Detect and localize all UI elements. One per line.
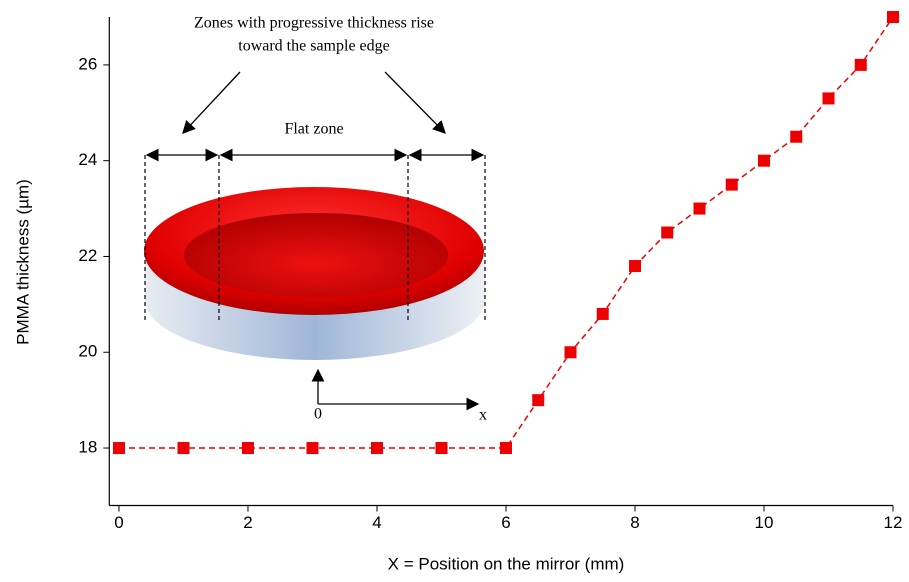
point bbox=[306, 442, 319, 455]
annotation: Zones with progressive thickness rise bbox=[194, 15, 434, 32]
annotation: 0 bbox=[314, 406, 322, 423]
point bbox=[887, 11, 899, 23]
annotation: Flat zone bbox=[284, 121, 343, 138]
y-tick-label: 24 bbox=[78, 150, 97, 169]
point bbox=[790, 130, 803, 143]
x-tick-label: 2 bbox=[243, 513, 252, 532]
x-tick-label: 6 bbox=[501, 513, 510, 532]
x-tick-label: 4 bbox=[372, 513, 381, 532]
point bbox=[564, 346, 577, 359]
x-tick-label: 8 bbox=[630, 513, 639, 532]
point bbox=[725, 178, 738, 191]
x-tick-label: 0 bbox=[114, 513, 123, 532]
point bbox=[822, 92, 835, 105]
x-tick-label: 12 bbox=[884, 513, 903, 532]
point bbox=[112, 442, 125, 455]
y-tick-label: 26 bbox=[78, 54, 97, 73]
x-tick-label: 10 bbox=[755, 513, 774, 532]
point bbox=[532, 394, 545, 407]
point bbox=[854, 58, 867, 71]
point bbox=[177, 442, 190, 455]
x-axis-label: X = Position on the mirror (mm) bbox=[388, 554, 625, 573]
point bbox=[499, 442, 512, 455]
y-tick-label: 18 bbox=[78, 438, 97, 457]
annotation: x bbox=[479, 407, 487, 424]
point bbox=[757, 154, 770, 167]
point bbox=[370, 442, 383, 455]
point bbox=[435, 442, 448, 455]
point bbox=[693, 202, 706, 215]
inset-illustration: Zones with progressive thickness rise to… bbox=[144, 15, 487, 424]
y-tick-label: 20 bbox=[78, 342, 97, 361]
point bbox=[241, 442, 254, 455]
point bbox=[661, 226, 674, 239]
point bbox=[596, 307, 609, 320]
annotation: toward the sample edge bbox=[238, 38, 390, 55]
point bbox=[628, 260, 641, 273]
y-axis-label: PMMA thickness (µm) bbox=[13, 179, 32, 345]
y-tick-label: 22 bbox=[78, 246, 97, 265]
